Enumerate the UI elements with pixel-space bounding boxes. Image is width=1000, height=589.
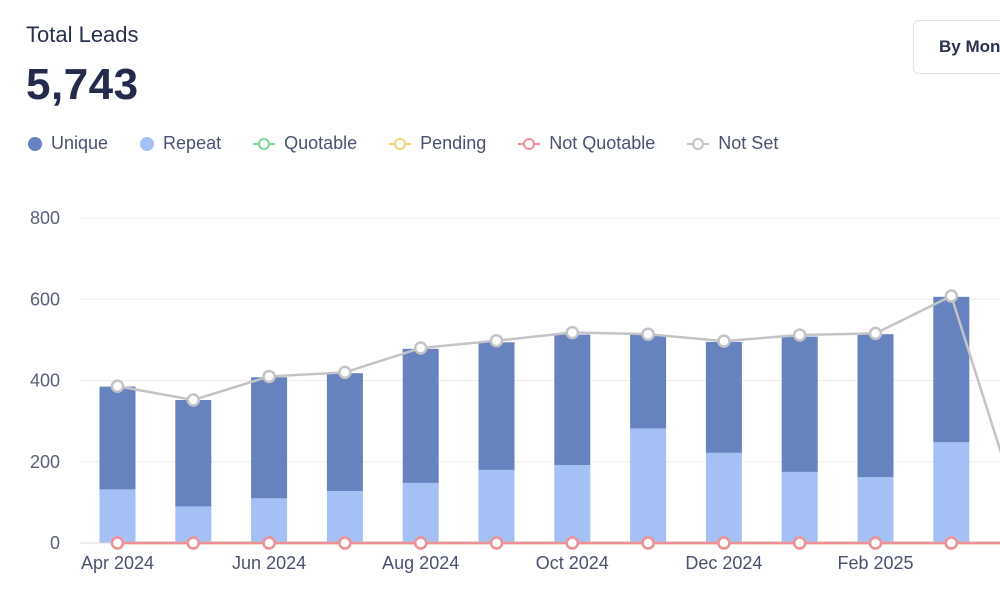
bar-repeat — [630, 428, 667, 543]
bar-unique — [251, 377, 288, 499]
bar-unique — [478, 342, 515, 470]
bar-unique — [705, 341, 742, 453]
bar-unique — [554, 334, 591, 465]
bar-unique — [402, 348, 439, 483]
legend-label-unique: Unique — [51, 133, 109, 153]
point-not-quotable — [110, 536, 125, 550]
point-not-set — [338, 365, 352, 380]
bar-repeat — [781, 471, 818, 543]
point-not-quotable — [262, 536, 276, 550]
bar-repeat — [326, 491, 363, 543]
total-leads-value: 5,743 — [26, 60, 139, 109]
legend-label-repeat: Repeat — [163, 133, 222, 153]
bar-repeat — [99, 489, 136, 543]
bar-repeat — [251, 498, 288, 543]
point-not-set — [489, 333, 504, 348]
point-not-set — [565, 325, 580, 340]
y-tick-label: 200 — [30, 452, 60, 472]
x-tick-label: Apr 2024 — [81, 553, 154, 573]
bar-unique — [175, 400, 212, 507]
bar-unique — [857, 334, 894, 478]
point-not-set — [868, 326, 883, 341]
x-tick-label: Aug 2024 — [382, 553, 459, 573]
point-not-set — [186, 393, 201, 407]
bar-unique — [326, 373, 363, 491]
point-not-quotable — [186, 536, 201, 550]
bar-repeat — [402, 482, 439, 543]
point-not-quotable — [565, 536, 580, 550]
point-not-quotable — [868, 536, 883, 550]
legend-item-not-set[interactable]: Not Set — [687, 133, 778, 154]
legend-swatch-not-set — [687, 137, 710, 151]
legend-item-pending[interactable]: Pending — [389, 133, 486, 154]
bar-repeat — [705, 452, 742, 543]
point-not-set — [110, 379, 125, 393]
period-select-button[interactable]: By Month — [913, 20, 1000, 74]
legend-item-repeat[interactable]: Repeat — [140, 133, 221, 154]
legend-label-quotable: Quotable — [284, 133, 358, 153]
point-not-set — [262, 369, 276, 384]
bar-unique — [630, 335, 667, 429]
y-tick-label: 400 — [30, 371, 60, 391]
x-tick-label: Jun 2024 — [232, 553, 306, 573]
bar-repeat — [554, 465, 591, 543]
x-tick-label: Feb 2025 — [837, 553, 913, 573]
y-tick-label: 0 — [50, 533, 60, 553]
x-tick-label: Dec 2024 — [685, 553, 762, 573]
point-not-set — [792, 328, 807, 342]
y-tick-label: 800 — [30, 208, 60, 228]
bar-repeat — [857, 477, 894, 543]
point-not-quotable — [944, 536, 959, 550]
point-not-set — [944, 289, 959, 303]
point-not-quotable — [413, 536, 428, 550]
legend-item-quotable[interactable]: Quotable — [253, 133, 357, 154]
point-not-set — [717, 334, 731, 348]
bar-unique — [781, 336, 818, 472]
y-tick-label: 600 — [30, 289, 60, 309]
x-tick-label: Oct 2024 — [536, 553, 609, 573]
legend-swatch-repeat — [140, 136, 155, 151]
bar-repeat — [933, 442, 970, 543]
legend-label-not-set: Not Set — [718, 133, 779, 153]
point-not-quotable — [717, 536, 731, 550]
bar-unique — [99, 386, 136, 490]
point-not-quotable — [489, 536, 504, 550]
legend-item-not-quotable[interactable]: Not Quotable — [518, 133, 655, 154]
chart-legend: Unique Repeat Quotable Pending Not Quota… — [28, 133, 810, 154]
point-not-quotable — [641, 536, 655, 550]
point-not-set — [413, 341, 428, 355]
legend-label-pending: Pending — [420, 133, 487, 153]
legend-item-unique[interactable]: Unique — [28, 133, 108, 154]
legend-swatch-quotable — [253, 137, 276, 151]
point-not-set — [641, 327, 655, 341]
chart-title: Total Leads — [26, 22, 139, 47]
bar-repeat — [478, 469, 515, 543]
legend-swatch-not-quotable — [518, 137, 541, 151]
point-not-quotable — [792, 536, 807, 550]
legend-label-not-quotable: Not Quotable — [549, 133, 656, 153]
bar-unique — [933, 296, 970, 443]
point-not-quotable — [338, 536, 352, 550]
legend-swatch-unique — [28, 136, 42, 151]
legend-swatch-pending — [389, 137, 412, 151]
